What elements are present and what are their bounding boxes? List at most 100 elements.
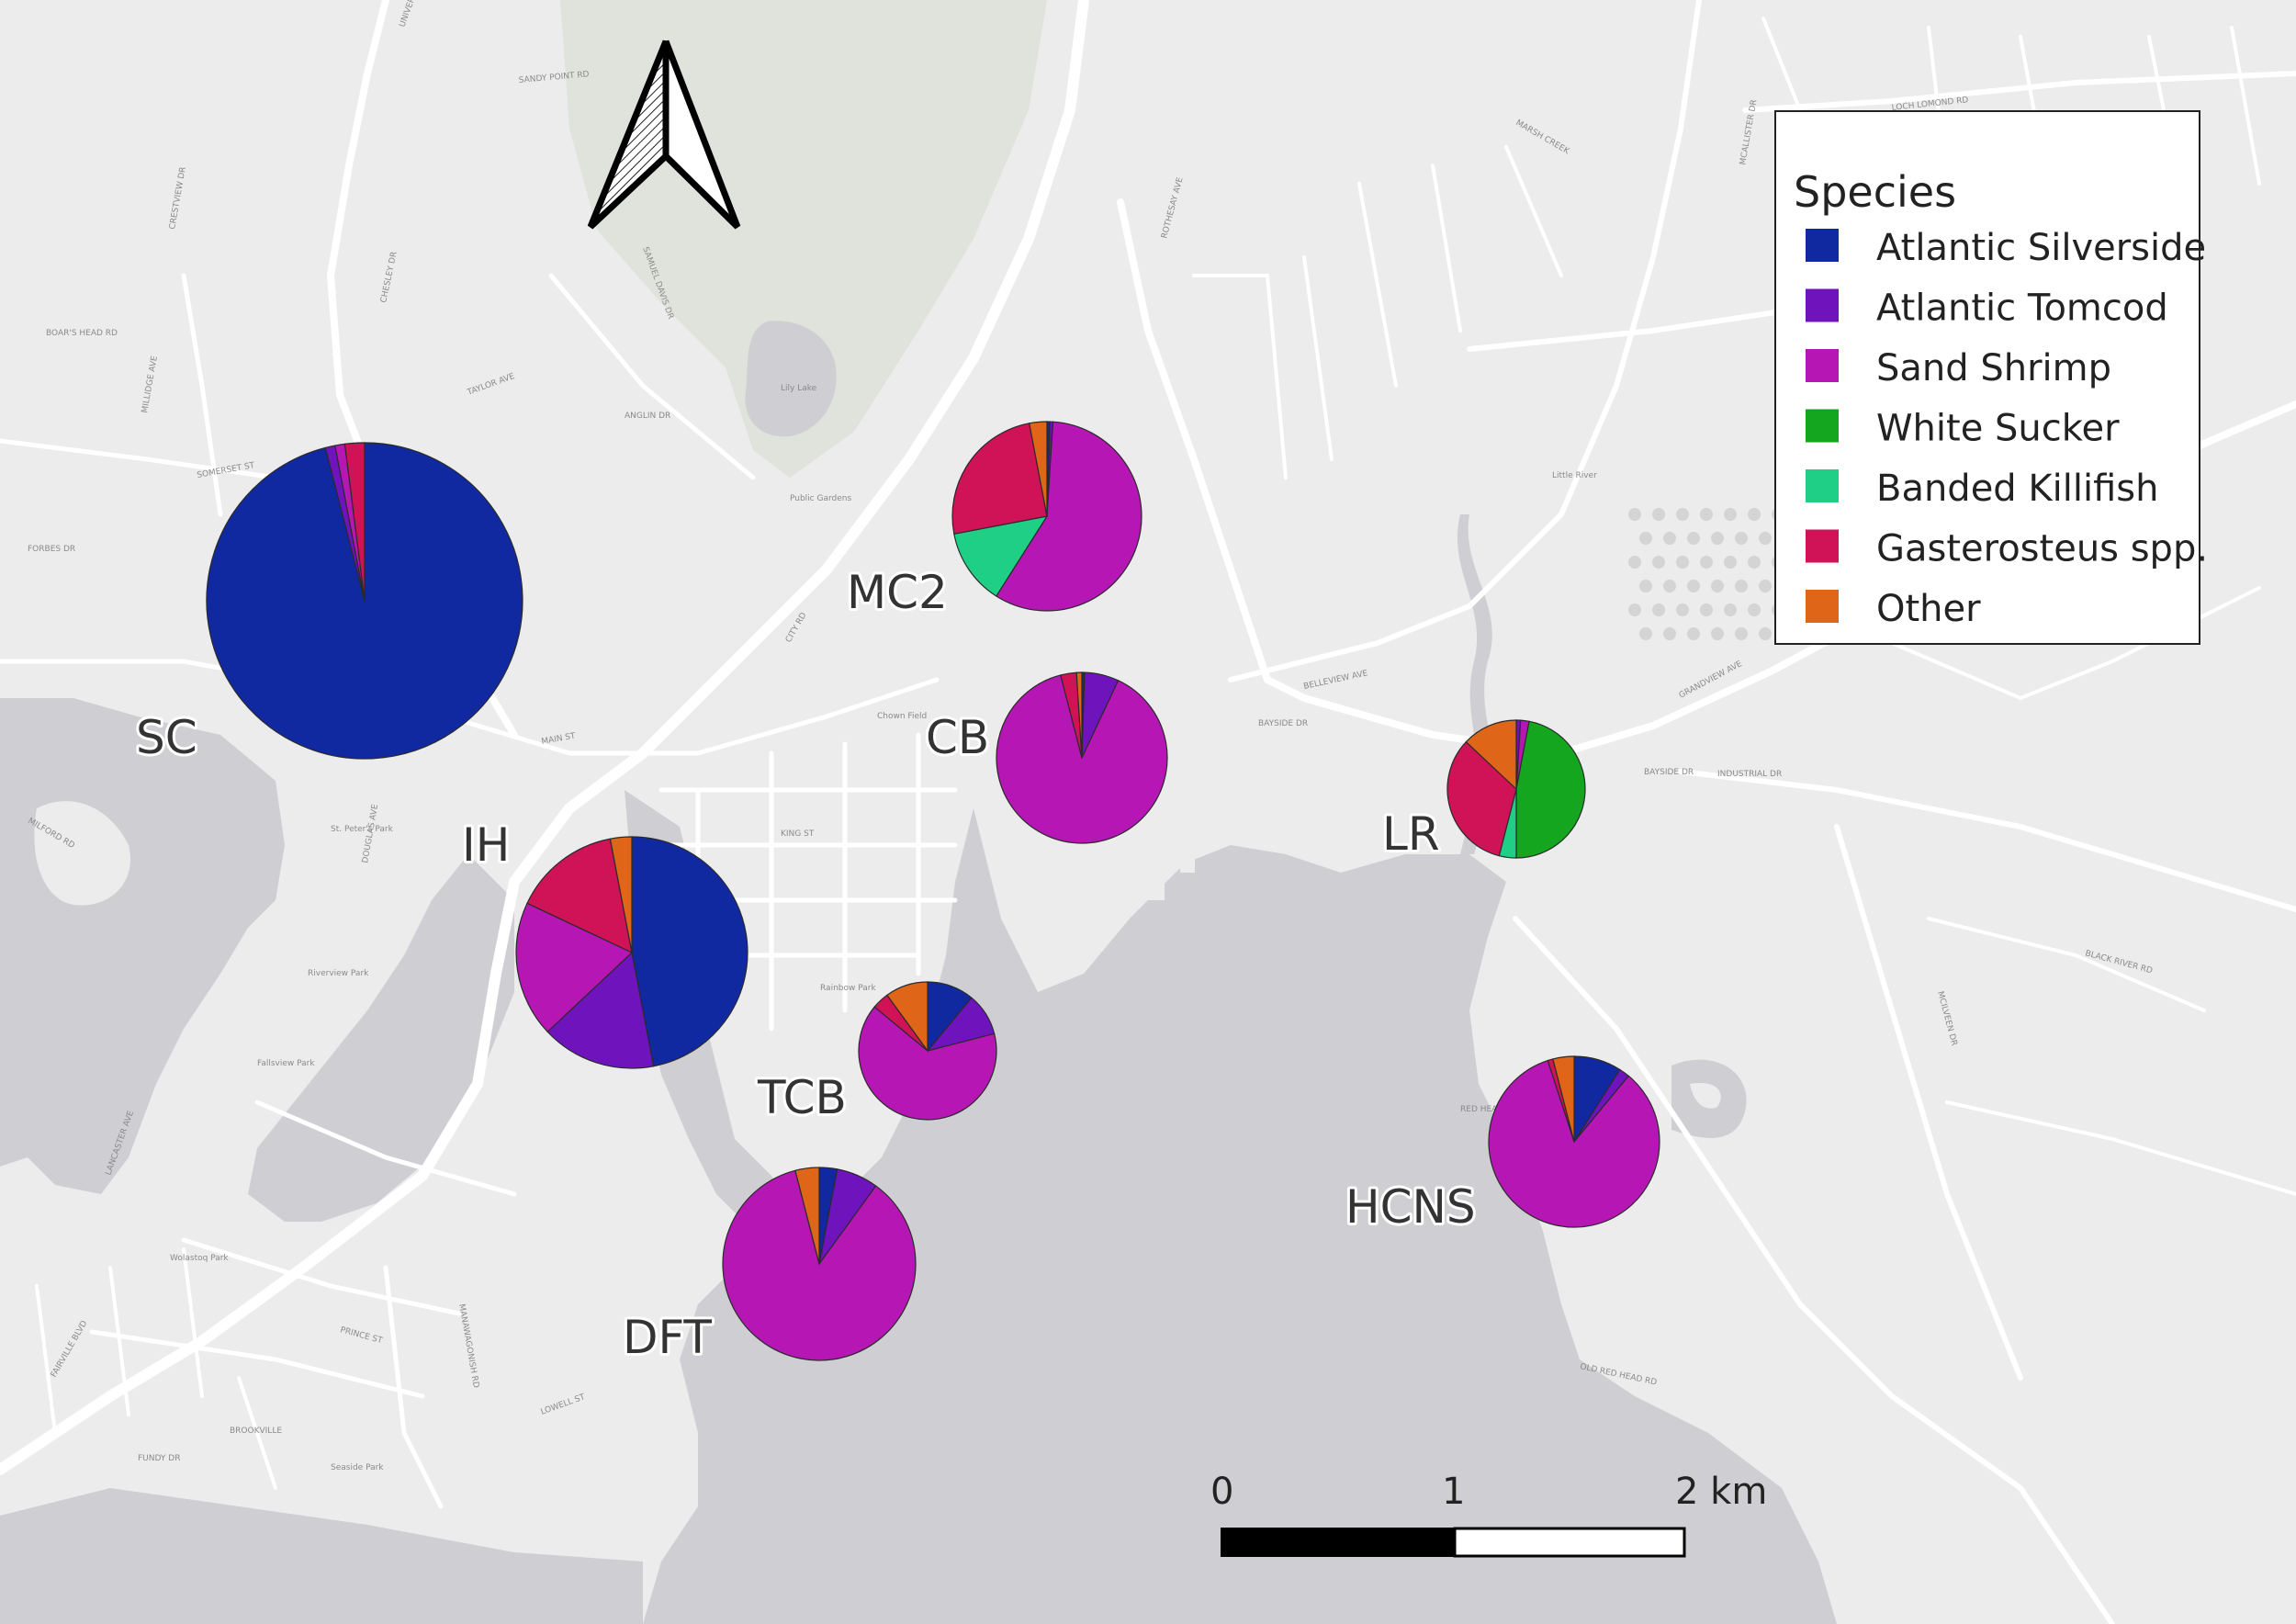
tank-dot	[1676, 508, 1689, 521]
tank-dot	[1748, 556, 1761, 569]
scale-bar: 0 1 2 km	[1210, 1471, 1767, 1558]
pie-slice-hcns-sand-shrimp	[1488, 1059, 1660, 1228]
pie-cb	[996, 671, 1168, 844]
legend-label-atlantic-silverside: Atlantic Silverside	[1876, 227, 2206, 269]
tank-dot	[1628, 603, 1641, 616]
scale-segment-black	[1221, 1528, 1456, 1557]
tank-dot	[1711, 627, 1724, 640]
tank-dot	[1748, 603, 1761, 616]
street-label: BROOKVILLE	[230, 1427, 282, 1436]
scale-segment-white	[1453, 1527, 1686, 1558]
pie-slice-dft-sand-shrimp	[722, 1169, 917, 1361]
site-label-mc2: MC2	[847, 566, 948, 619]
pie-slice-ih-atlantic-silverside	[631, 836, 748, 1067]
tank-dot	[1687, 532, 1700, 545]
site-labels: SC MC2 CB LR IH TCB DFT HCNS	[133, 563, 1479, 1367]
tank-dot	[1700, 508, 1713, 521]
tank-dot	[1639, 627, 1652, 640]
tank-dot	[1652, 603, 1665, 616]
pie-slice-cb-sand-shrimp	[996, 674, 1168, 844]
street-label: KING ST	[781, 829, 815, 839]
tank-dot	[1724, 556, 1737, 569]
pie-slice-dft-other	[794, 1167, 820, 1265]
north-arrow-icon	[587, 39, 741, 230]
pie-dft	[722, 1167, 917, 1361]
tank-dot	[1628, 556, 1641, 569]
pie-slice-hcns-other	[1552, 1055, 1575, 1143]
tank-dot	[1700, 603, 1713, 616]
tank-dot	[1724, 603, 1737, 616]
place-labels: Lily Lake Public Gardens Chown Field Rai…	[170, 384, 1597, 1472]
tank-dot	[1711, 532, 1724, 545]
place-label-chown-field: Chown Field	[877, 712, 927, 721]
tank-dot	[1628, 508, 1641, 521]
pie-slice-ih-other	[609, 836, 633, 953]
pie-slice-mc2-gasterosteus-spp	[951, 423, 1048, 536]
tank-dot	[1676, 556, 1689, 569]
tank-dot	[1700, 556, 1713, 569]
pie-slice-ih-gasterosteus-spp	[526, 838, 633, 954]
street-label: FUNDY DR	[138, 1454, 180, 1463]
place-label-lily-lake: Lily Lake	[781, 384, 817, 393]
tank-dot	[1735, 627, 1748, 640]
tank-dot	[1676, 603, 1689, 616]
scale-label-0: 0	[1210, 1471, 1233, 1513]
pie-mc2	[951, 421, 1142, 612]
pie-slice-lr-gasterosteus-spp	[1446, 740, 1517, 857]
pie-lr	[1446, 719, 1586, 859]
pie-sc	[206, 442, 523, 760]
site-label-hcns: HCNS	[1345, 1180, 1476, 1234]
site-label-tcb: TCB	[757, 1071, 847, 1124]
street-label: FORBES DR	[28, 545, 75, 554]
tank-dot	[1687, 580, 1700, 592]
tank-dot	[1663, 580, 1676, 592]
legend-label-white-sucker: White Sucker	[1876, 408, 2120, 450]
tank-dot	[1735, 580, 1748, 592]
harbour-piers	[1084, 799, 1195, 909]
place-label-rainbow-park: Rainbow Park	[820, 984, 876, 993]
tank-dot	[1759, 580, 1772, 592]
legend-label-sand-shrimp: Sand Shrimp	[1876, 347, 2111, 389]
legend-swatch-sand-shrimp	[1806, 349, 1839, 382]
legend-swatch-other	[1806, 590, 1839, 623]
legend-swatch-atlantic-tomcod	[1806, 288, 1839, 322]
pie-slice-mc2-other	[1028, 421, 1048, 517]
legend-swatch-banded-killifish	[1806, 469, 1839, 502]
pie-slice-sc-gasterosteus-spp	[343, 442, 366, 602]
pie-slice-lr-white-sucker	[1515, 720, 1586, 859]
tank-dot	[1687, 627, 1700, 640]
tank-dot	[1724, 508, 1737, 521]
tank-dot	[1759, 532, 1772, 545]
scale-label-1: 1	[1442, 1471, 1465, 1513]
tank-dot	[1639, 580, 1652, 592]
pie-hcns	[1488, 1055, 1660, 1228]
place-label-fallsview-park: Fallsview Park	[257, 1059, 315, 1068]
tank-dot	[1748, 508, 1761, 521]
street-label: BAYSIDE DR	[1644, 768, 1694, 777]
pie-slice-lr-other	[1465, 719, 1517, 791]
tank-dot	[1663, 627, 1676, 640]
street-label: RED HEAD RD	[1460, 1105, 1518, 1114]
tank-dot	[1759, 627, 1772, 640]
legend-title: Species	[1794, 167, 1956, 217]
tank-dot	[1639, 532, 1652, 545]
legend: Species Atlantic Silverside Atlantic Tomc…	[1774, 110, 2208, 645]
place-label-public-gardens: Public Gardens	[790, 494, 851, 503]
scale-label-2km: 2 km	[1675, 1471, 1767, 1513]
legend-label-gasterosteus-spp: Gasterosteus spp.	[1876, 528, 2208, 570]
legend-swatch-gasterosteus-spp	[1806, 529, 1839, 563]
pie-slice-tcb-other	[886, 981, 929, 1053]
street-label: ANGLIN DR	[625, 412, 670, 421]
pie-slice-ih-atlantic-tomcod	[546, 951, 655, 1069]
street-label: BAYSIDE DR	[1258, 719, 1308, 728]
tank-dot	[1663, 532, 1676, 545]
pie-tcb	[858, 981, 997, 1121]
legend-label-banded-killifish: Banded Killifish	[1876, 468, 2158, 510]
pie-ih	[515, 836, 748, 1069]
place-label-wolastoq-park: Wolastoq Park	[170, 1254, 229, 1263]
tank-dot	[1652, 556, 1665, 569]
site-label-ih: IH	[462, 818, 510, 872]
pie-slice-ih-sand-shrimp	[515, 902, 634, 1033]
tank-dot	[1711, 580, 1724, 592]
place-label-riverview-park: Riverview Park	[308, 969, 369, 978]
